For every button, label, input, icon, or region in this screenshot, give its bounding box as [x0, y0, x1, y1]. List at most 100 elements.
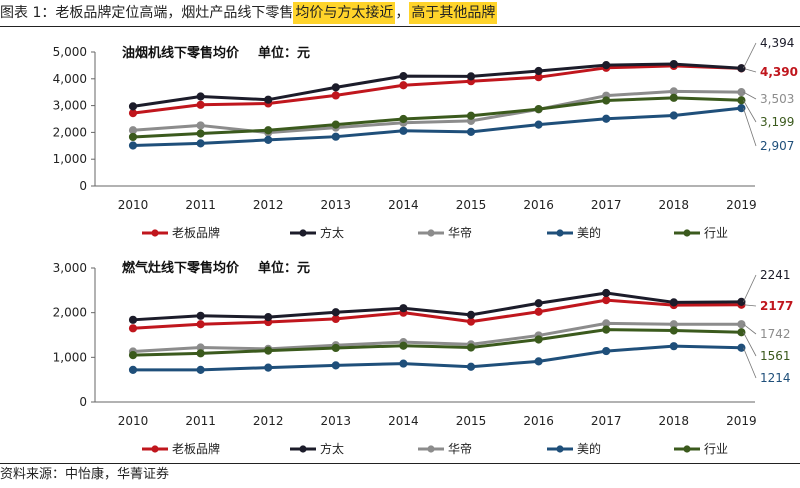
x-tick-label: 2016 — [523, 198, 554, 212]
data-point — [466, 127, 476, 136]
data-point — [737, 320, 746, 329]
x-tick-label: 2010 — [118, 414, 149, 428]
y-tick-label: 4,000 — [53, 72, 87, 86]
legend-label: 美的 — [577, 225, 601, 240]
series-industry: 1561 — [128, 325, 791, 363]
y-tick-label: 0 — [79, 179, 87, 193]
legend-item-fangtai: 方太 — [290, 225, 344, 240]
y-tick-label: 3,000 — [53, 99, 87, 113]
x-tick-label: 2016 — [523, 414, 554, 428]
data-point — [331, 361, 340, 370]
series-line — [132, 64, 742, 115]
y-tick-label: 3,000 — [53, 261, 87, 275]
end-label-leader — [743, 332, 757, 357]
end-label-leader — [743, 107, 757, 147]
series-line — [132, 96, 742, 139]
y-tick-label: 2,000 — [53, 125, 87, 139]
data-point — [128, 132, 138, 142]
data-point — [669, 342, 678, 351]
data-point — [331, 314, 340, 324]
chart-1: 0 1,000 2,000 3,000 4,000 5,000 2010 2011 2012 20… — [53, 36, 798, 240]
data-point — [196, 100, 205, 109]
end-label: 1214 — [760, 371, 791, 385]
data-point — [534, 335, 543, 344]
data-point — [534, 104, 543, 114]
series-fangtai: 2241 — [128, 268, 791, 324]
legend-item-huadi: 华帝 — [418, 441, 472, 456]
end-label: 2177 — [760, 299, 793, 313]
end-label: 1561 — [760, 349, 791, 363]
series-line — [132, 291, 742, 322]
x-tick-label: 2011 — [185, 414, 216, 428]
data-point — [602, 296, 611, 305]
legend-label: 行业 — [704, 226, 728, 240]
legend-item-industry: 行业 — [674, 442, 728, 456]
x-tick-label: 2011 — [185, 198, 216, 212]
data-point — [602, 325, 611, 334]
x-tick-label: 2017 — [591, 414, 622, 428]
data-point — [602, 114, 611, 123]
series-line — [132, 106, 742, 148]
end-label: 3,199 — [760, 115, 794, 129]
y-tick-label: 1,000 — [53, 350, 87, 364]
end-label-leader — [743, 323, 757, 335]
data-point — [128, 141, 138, 150]
unit-label: 单位：元 — [258, 45, 310, 61]
x-tick-label: 2014 — [388, 198, 419, 212]
data-point — [196, 121, 205, 130]
data-point — [669, 59, 678, 69]
data-point — [737, 88, 746, 97]
data-point — [466, 310, 476, 319]
source-note: 资料来源：中怡康，华菁证券 — [0, 467, 170, 482]
series-midea: 1214 — [128, 342, 791, 385]
data-point — [264, 95, 273, 104]
data-point — [669, 93, 678, 102]
data-point — [196, 365, 205, 374]
legend-item-laoban: 老板品牌 — [142, 442, 220, 456]
legend-label: 老板品牌 — [172, 226, 220, 240]
data-point — [331, 120, 340, 129]
data-point — [737, 64, 746, 73]
series-line — [132, 89, 742, 135]
data-point — [128, 109, 138, 118]
series-line — [133, 344, 742, 372]
data-point — [196, 139, 205, 148]
data-point — [128, 315, 138, 324]
bottom-rule — [0, 463, 800, 464]
legend-item-fangtai: 方太 — [290, 441, 344, 456]
series-fangtai: 4,394 — [128, 36, 794, 111]
chart-title: 燃气灶线下零售均价 — [122, 260, 240, 276]
x-tick-label: 2018 — [659, 198, 690, 212]
title-prefix: 图表 1：老板品牌定位高端，烟灶产品线下零售 — [0, 5, 294, 21]
chart-2: 0 1,000 2,000 3,000 2010 2011 2012 2013 2014 2015… — [53, 260, 794, 456]
data-point — [196, 129, 205, 138]
data-point — [399, 72, 408, 81]
series-line — [132, 62, 742, 108]
data-point — [399, 341, 408, 350]
end-label-leader — [743, 91, 757, 100]
x-tick-label: 2018 — [659, 414, 690, 428]
end-label: 4,394 — [760, 36, 794, 50]
legend-item-laoban: 老板品牌 — [142, 226, 220, 240]
data-point — [466, 343, 476, 352]
data-point — [466, 72, 476, 81]
legend-item-huadi: 华帝 — [418, 225, 472, 240]
data-point — [399, 114, 408, 124]
data-point — [534, 357, 543, 366]
data-point — [534, 120, 543, 129]
end-label-leader — [743, 347, 757, 379]
title-separator: ， — [395, 5, 410, 21]
legend-label: 华帝 — [448, 441, 472, 456]
x-tick-label: 2012 — [253, 198, 284, 212]
y-tick-label: 0 — [79, 395, 87, 409]
x-tick-label: 2012 — [253, 414, 284, 428]
legend-label: 方太 — [320, 225, 344, 240]
series-laoban: 4,390 — [128, 61, 798, 118]
data-point — [737, 328, 746, 337]
legend-swatch-dot — [427, 445, 435, 453]
legend-swatch-dot — [299, 445, 307, 453]
legend-item-midea: 美的 — [547, 225, 601, 240]
legend-swatch-dot — [556, 445, 564, 453]
data-point — [602, 346, 611, 356]
